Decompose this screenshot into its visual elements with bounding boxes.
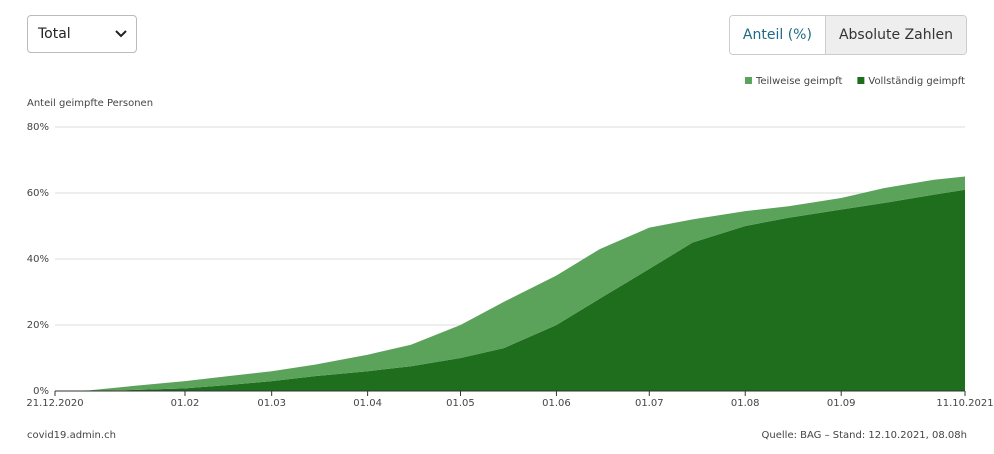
x-tick-label: 21.12.2020 [26, 398, 83, 409]
toggle-group: Anteil (%) Absolute Zahlen [728, 15, 967, 55]
x-tick-label: 01.06 [542, 398, 571, 409]
toggle-button[interactable]: Absolute Zahlen [825, 16, 966, 54]
y-tick-label: 40% [27, 254, 49, 265]
y-axis-label: Anteil geimpfte Personen [27, 98, 153, 109]
legend-label: Vollständig geimpft [868, 76, 965, 87]
toggle-button[interactable]: Anteil (%) [729, 16, 826, 54]
dropdown-label: Total [38, 26, 71, 42]
x-tick-label: 01.05 [446, 398, 475, 409]
x-tick-label: 01.04 [353, 398, 382, 409]
x-tick-label: 01.03 [257, 398, 286, 409]
legend-swatch [744, 77, 752, 84]
legend-label: Teilweise geimpft [755, 76, 842, 87]
x-tick-label: 11.10.2021 [936, 398, 993, 409]
legend-swatch [857, 77, 865, 84]
dropdown[interactable]: Total [27, 15, 137, 53]
area [55, 189, 965, 391]
x-tick-label: 01.02 [171, 398, 200, 409]
area [55, 176, 965, 391]
x-tick-label: 01.07 [635, 398, 664, 409]
chevron [115, 30, 127, 38]
footer-source: Quelle: BAG – Stand: 12.10.2021, 08.08h [761, 430, 967, 441]
x-tick-label: 01.08 [731, 398, 760, 409]
y-tick-label: 0% [33, 386, 49, 397]
footer-site: covid19.admin.ch [27, 430, 116, 441]
x-tick-label: 01.09 [827, 398, 856, 409]
chart: Anteil geimpfte Personen 0% 20% 40% 60% 80% 2… [26, 76, 993, 409]
y-tick-label: 20% [27, 320, 49, 331]
y-tick-label: 60% [27, 188, 49, 199]
y-tick-label: 80% [27, 122, 49, 133]
